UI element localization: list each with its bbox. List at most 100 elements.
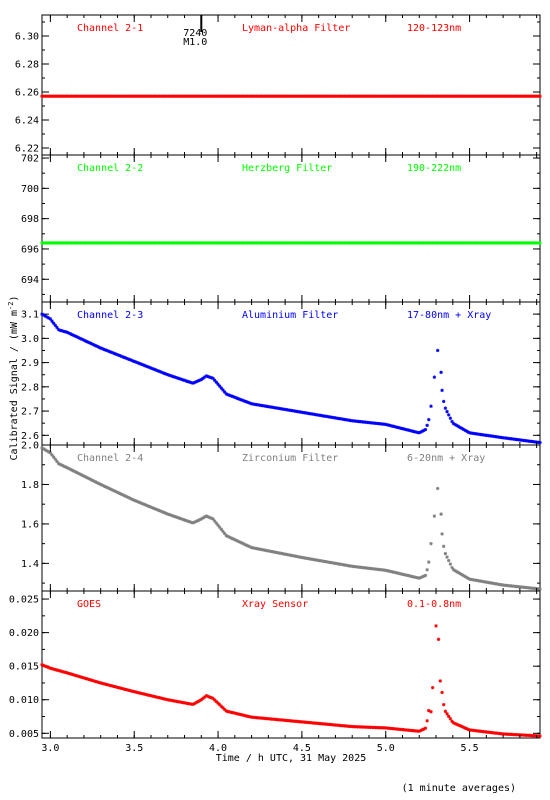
y-tick-label: 6.22	[15, 144, 39, 155]
data-point	[422, 727, 426, 731]
data-point	[158, 509, 162, 513]
y-axis-label: Calibrated Signal / (mW m-2)	[7, 296, 20, 461]
data-point	[247, 401, 252, 405]
data-point	[204, 694, 209, 698]
data-point	[417, 729, 421, 733]
data-point	[143, 502, 147, 507]
data-point	[423, 573, 428, 578]
data-point	[95, 680, 99, 684]
data-point	[149, 366, 154, 370]
data-point	[438, 679, 442, 683]
data-point	[186, 519, 190, 523]
data-point	[463, 574, 467, 579]
data-point	[460, 426, 464, 431]
data-point	[133, 498, 137, 503]
data-point	[204, 514, 209, 518]
data-point	[108, 683, 112, 688]
data-point	[413, 430, 418, 434]
data-point	[71, 333, 76, 337]
data-point	[183, 378, 187, 383]
data-point	[65, 330, 69, 334]
data-point	[239, 541, 243, 545]
data-point	[48, 451, 52, 455]
data-point	[231, 537, 235, 541]
footnote: (1 minute averages)	[402, 783, 516, 794]
data-point	[101, 681, 106, 686]
data-point	[538, 734, 542, 738]
data-point	[80, 473, 84, 477]
data-point	[407, 428, 411, 432]
y-axis-label-superscript: -2	[7, 302, 15, 310]
data-point	[450, 719, 454, 724]
data-point	[458, 572, 463, 576]
data-point	[124, 494, 129, 499]
data-point	[538, 241, 542, 245]
data-point	[111, 351, 116, 355]
data-point	[216, 701, 220, 705]
data-point	[229, 394, 233, 398]
data-point	[232, 537, 237, 542]
data-point	[222, 390, 227, 394]
panel-channel-label: Channel 2-4	[77, 453, 143, 464]
data-point	[219, 386, 223, 390]
data-point	[216, 523, 220, 527]
data-point	[105, 682, 109, 687]
data-point	[41, 447, 46, 451]
data-point	[75, 335, 79, 339]
data-point	[121, 687, 126, 691]
data-point	[101, 347, 106, 351]
data-point	[420, 429, 424, 434]
data-point	[231, 394, 235, 399]
data-point	[221, 706, 225, 710]
data-point	[168, 373, 172, 378]
data-point	[229, 536, 233, 540]
data-point	[86, 677, 91, 681]
data-point	[123, 687, 127, 691]
y-tick-label: 0.020	[9, 628, 39, 639]
data-point	[465, 575, 469, 580]
data-point	[427, 708, 431, 713]
data-point	[166, 373, 170, 377]
data-point	[78, 336, 82, 341]
data-point	[168, 513, 172, 517]
data-point	[183, 518, 187, 522]
data-point	[146, 504, 150, 508]
data-point	[126, 357, 131, 361]
data-point	[93, 343, 97, 348]
data-point	[422, 574, 426, 578]
data-point	[460, 572, 464, 577]
data-point	[201, 376, 205, 381]
data-point	[110, 684, 114, 688]
data-point	[66, 671, 71, 676]
data-point	[101, 484, 106, 488]
data-point	[455, 722, 459, 727]
data-point	[456, 424, 461, 429]
x-tick-label: 4.5	[293, 743, 311, 754]
data-point	[129, 358, 134, 363]
panel-band-label: 17-80nm + Xray	[407, 310, 491, 321]
data-point	[158, 369, 162, 374]
data-point	[538, 440, 542, 445]
data-point	[423, 726, 428, 730]
data-point	[76, 674, 81, 679]
data-point	[153, 507, 157, 511]
panel-band-label: 0.1-0.8nm	[407, 599, 461, 610]
data-point	[447, 558, 451, 563]
data-point	[415, 430, 419, 435]
data-point	[40, 663, 44, 667]
data-point	[206, 515, 210, 519]
data-point	[241, 541, 245, 546]
data-point	[466, 576, 471, 581]
data-point	[61, 670, 66, 674]
data-point	[207, 695, 212, 699]
data-point	[151, 367, 155, 371]
y-tick-label: 2.0	[21, 441, 39, 452]
data-point	[198, 698, 202, 703]
data-point	[440, 388, 444, 392]
data-point	[412, 429, 416, 434]
x-tick-label: 5.5	[461, 743, 479, 754]
data-series	[40, 241, 542, 245]
data-point	[83, 474, 87, 479]
data-point	[418, 430, 423, 434]
data-point	[246, 544, 250, 548]
